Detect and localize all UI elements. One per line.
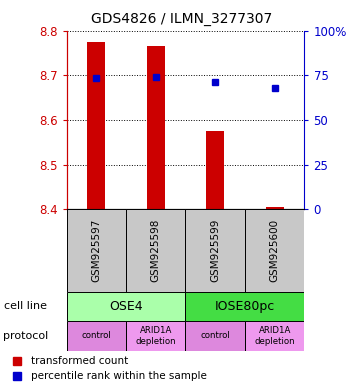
Text: GSM925600: GSM925600 [270,219,280,282]
Bar [66,292,186,321]
Text: cell line: cell line [4,301,47,311]
Bar [66,209,126,292]
Bar [126,321,186,351]
Bar [126,209,186,292]
Bar [147,46,164,209]
Bar [87,42,105,209]
Bar [245,209,304,292]
Bar [266,207,284,209]
Text: control: control [81,331,111,341]
Text: transformed count: transformed count [31,356,128,366]
Text: control: control [200,331,230,341]
Text: ARID1A
depletion: ARID1A depletion [254,326,295,346]
Bar [186,209,245,292]
Bar [66,321,126,351]
Bar [186,292,304,321]
Bar [245,321,304,351]
Text: GSM925597: GSM925597 [91,219,101,282]
Bar [186,321,245,351]
Text: OSE4: OSE4 [109,300,143,313]
Text: GSM925599: GSM925599 [210,219,220,282]
Text: IOSE80pc: IOSE80pc [215,300,275,313]
Text: protocol: protocol [4,331,49,341]
Bar [206,131,224,209]
Text: GDS4826 / ILMN_3277307: GDS4826 / ILMN_3277307 [91,12,273,25]
Text: ARID1A
depletion: ARID1A depletion [135,326,176,346]
Text: GSM925598: GSM925598 [151,219,161,282]
Text: percentile rank within the sample: percentile rank within the sample [31,371,207,381]
